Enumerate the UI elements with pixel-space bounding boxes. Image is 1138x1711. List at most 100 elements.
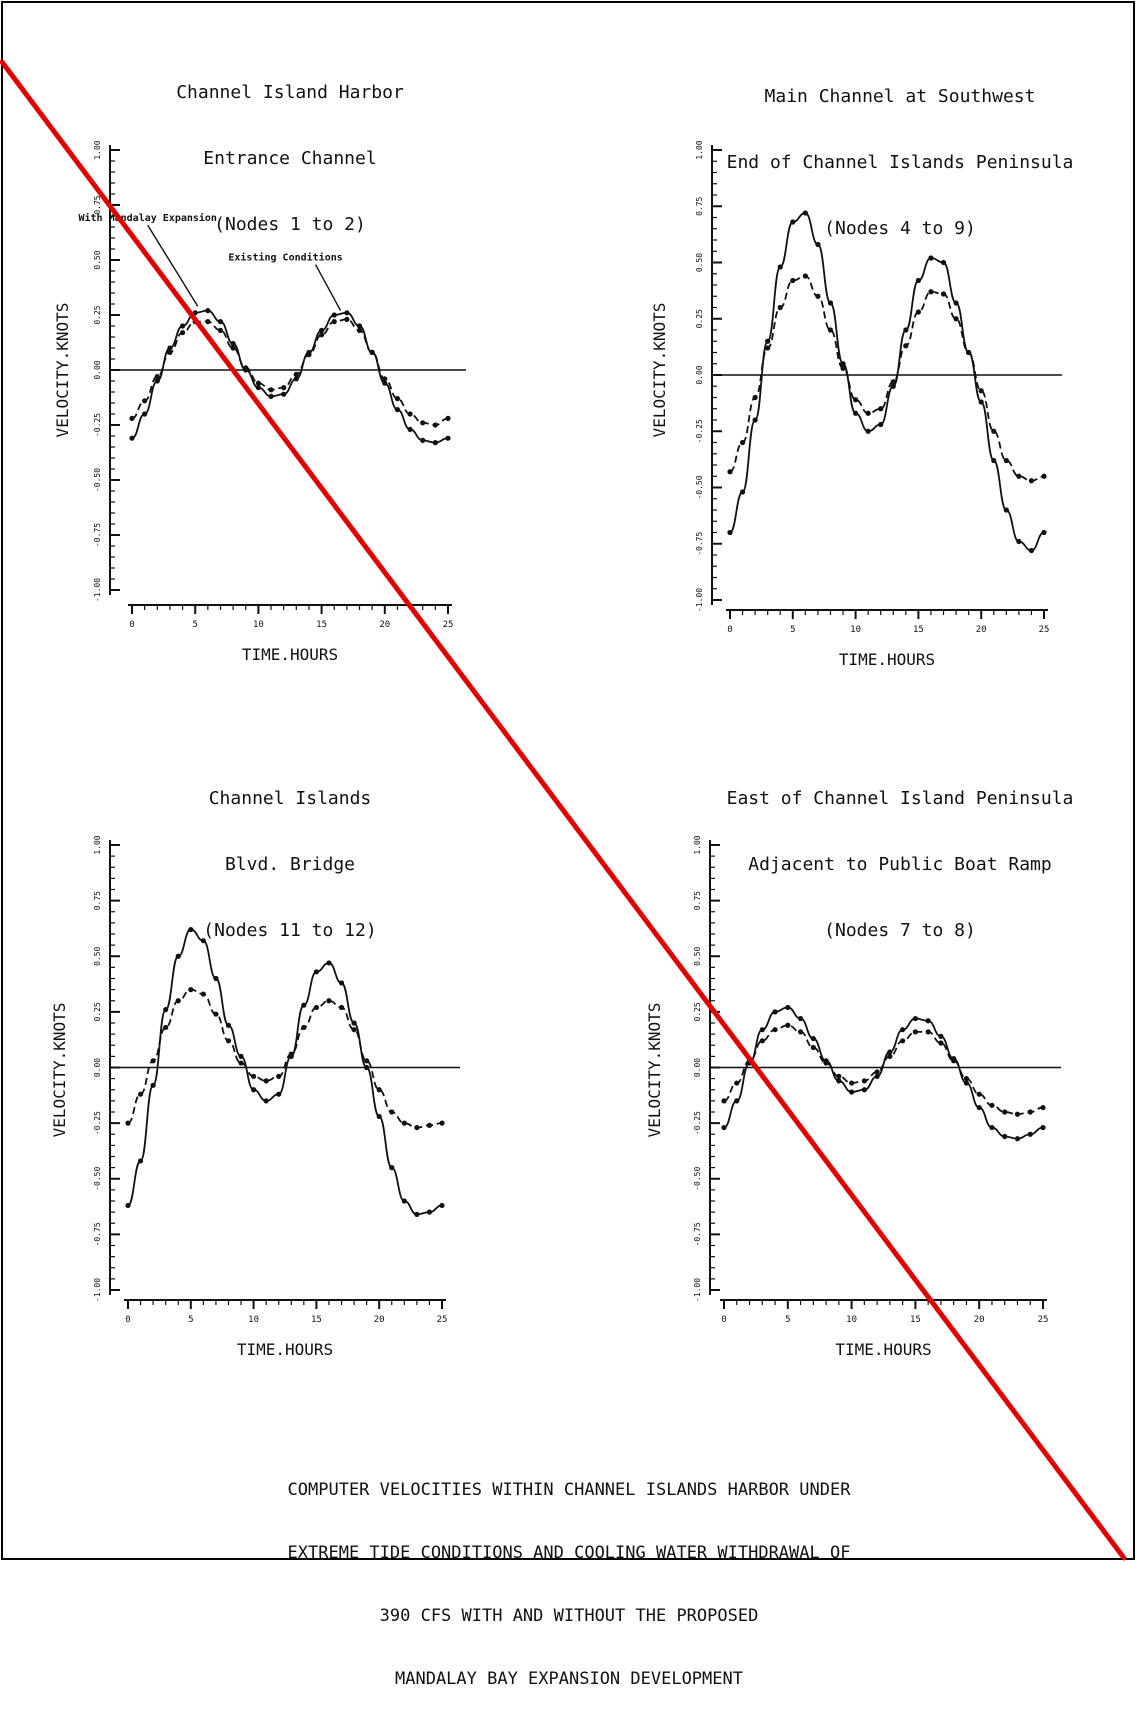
caption-line: EXTREME TIDE CONDITIONS AND COOLING WATE…: [287, 1543, 851, 1563]
x-tick-label: 0: [721, 1315, 726, 1325]
x-tick-label: 0: [727, 625, 732, 635]
x-tick-label: 5: [188, 1315, 193, 1325]
series-line-2: [723, 1024, 1044, 1116]
y-axis-label: VELOCITY.KNOTS: [53, 303, 72, 438]
data-point: [1002, 1133, 1008, 1140]
data-point: [1003, 457, 1009, 464]
data-point: [142, 398, 148, 404]
data-point: [1014, 1136, 1021, 1142]
data-point: [1002, 1109, 1008, 1115]
data-point: [163, 1024, 169, 1031]
data-point: [364, 1058, 370, 1064]
data-point: [887, 1049, 893, 1055]
y-tick-label: 0.75: [93, 195, 102, 214]
y-tick-label: -1.00: [695, 588, 704, 612]
data-point: [154, 378, 160, 384]
data-point: [179, 330, 186, 336]
chart-figure: -1.00 -0.75 -0.50 -0.25 0.00 0.25 0.50 0.75 1.00…: [0, 59, 1127, 1561]
chart-panel-2: -1.00 -0.75 -0.50 -0.25 0.00 0.25 0.50 0.75 1.00…: [650, 140, 1062, 669]
data-point: [900, 1038, 906, 1044]
data-point: [238, 1053, 244, 1059]
data-point: [225, 1022, 232, 1028]
overlay-diagonal-line: [0, 59, 1127, 1561]
data-point: [1003, 507, 1009, 513]
data-point: [129, 415, 135, 421]
data-point: [137, 1158, 144, 1164]
data-point: [739, 489, 746, 495]
y-tick-label: -0.50: [693, 1167, 702, 1191]
data-point: [251, 1087, 257, 1093]
data-point: [401, 1198, 407, 1204]
data-point: [940, 291, 947, 297]
data-point: [432, 440, 438, 446]
y-tick-label: 0.75: [695, 196, 704, 215]
data-point: [188, 987, 194, 993]
panel-1-title-line: Channel Island Harbor: [176, 82, 404, 103]
data-point: [326, 998, 332, 1004]
x-tick-label: 20: [974, 1315, 985, 1325]
y-tick-label: -0.50: [93, 468, 102, 492]
data-point: [827, 300, 834, 306]
data-point: [225, 1038, 232, 1044]
y-tick-label: 1.00: [93, 835, 102, 854]
annotation-leader: [147, 224, 199, 307]
data-point: [925, 1029, 931, 1035]
data-point: [150, 1058, 156, 1064]
chart-panel-3: -1.00 -0.75 -0.50 -0.25 0.00 0.25 0.50 0.75 1.00…: [50, 835, 460, 1359]
data-point: [356, 323, 363, 329]
annotation-leader: [314, 264, 342, 311]
data-point: [313, 1004, 319, 1011]
chart-panel-4: -1.00 -0.75 -0.50 -0.25 0.00 0.25 0.50 0.75 1.00…: [645, 835, 1061, 1359]
y-tick-label: -0.75: [693, 1222, 702, 1246]
series-line-2: [127, 988, 443, 1129]
data-point: [940, 259, 947, 266]
y-tick-label: 0.00: [93, 360, 102, 379]
data-point: [313, 969, 319, 975]
caption-line: MANDALAY BAY EXPANSION DEVELOPMENT: [395, 1669, 743, 1689]
panel-3-title-line: (Nodes 11 to 12): [203, 920, 377, 941]
data-point: [167, 349, 173, 355]
data-point: [777, 304, 783, 311]
data-point: [815, 241, 821, 248]
data-point: [890, 379, 896, 385]
panel-1-title: Channel Island Harbor Entrance Channel (…: [80, 38, 500, 258]
data-point: [376, 1113, 382, 1120]
series-line-2: [729, 275, 1045, 482]
data-point: [925, 1018, 931, 1024]
data-point: [815, 293, 821, 299]
panel-2-title-line: End of Channel Islands Peninsula: [726, 152, 1074, 173]
data-point: [129, 435, 135, 441]
caption-line: 390 CFS WITH AND WITHOUT THE PROPOSED: [379, 1606, 759, 1626]
y-tick-label: 0.50: [93, 250, 102, 269]
data-point: [734, 1098, 740, 1104]
data-point: [1041, 529, 1047, 536]
annotation-label: With Mandalay Expansion: [78, 212, 216, 224]
data-point: [205, 308, 211, 314]
series-line-2: [131, 318, 449, 426]
data-point: [344, 310, 350, 316]
data-point: [1016, 473, 1022, 479]
data-point: [1041, 473, 1047, 479]
data-point: [293, 371, 299, 377]
data-point: [727, 469, 733, 475]
panel-3-title: Channel Islands Blvd. Bridge (Nodes 11 t…: [80, 744, 500, 964]
data-point: [432, 422, 438, 428]
y-tick-label: -1.00: [93, 578, 102, 602]
data-point: [772, 1009, 778, 1015]
data-point: [849, 1089, 855, 1095]
data-point: [420, 420, 426, 426]
panel-3-title-line: Blvd. Bridge: [224, 854, 356, 875]
data-point: [874, 1069, 880, 1075]
x-axis-label: TIME.HOURS: [242, 645, 338, 664]
y-tick-label: 0.00: [93, 1058, 102, 1077]
x-tick-label: 20: [379, 620, 390, 630]
data-point: [150, 1082, 156, 1088]
data-point: [963, 1076, 970, 1082]
data-point: [200, 991, 206, 997]
chart-panel-1: -1.00 -0.75 -0.50 -0.25 0.00 0.25 0.50 0.75 1.00…: [53, 140, 466, 664]
x-tick-label: 5: [785, 1315, 790, 1325]
x-tick-label: 25: [443, 620, 454, 630]
data-point: [1040, 1104, 1046, 1111]
data-point: [772, 1027, 778, 1033]
y-tick-label: 0.25: [695, 309, 704, 328]
